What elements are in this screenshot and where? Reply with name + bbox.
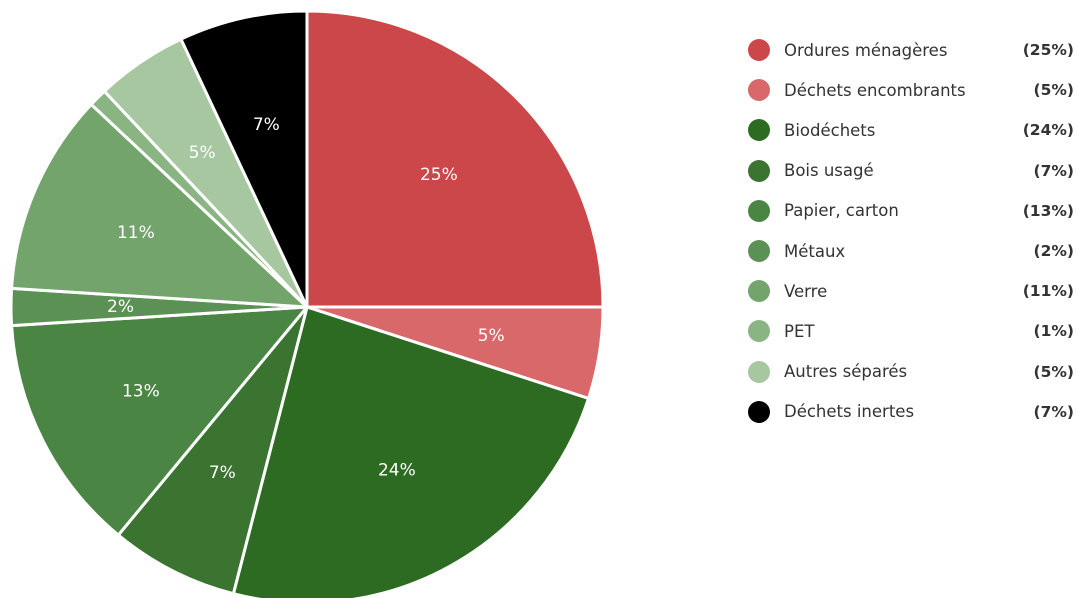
legend-item-dechets-inertes: Déchets inertes (7%) [748, 392, 1078, 432]
pie-slice-papier-carton [10, 305, 309, 537]
legend-label: Déchets encombrants [784, 80, 966, 100]
legend-label: Bois usagé [784, 161, 874, 181]
legend-swatch [748, 320, 770, 343]
pie-slice-dechets-inertes [179, 9, 309, 309]
legend-swatch [748, 39, 770, 62]
legend-percent: (1%) [1033, 322, 1074, 341]
legend-percent: (5%) [1033, 81, 1074, 100]
legend-percent: (7%) [1033, 161, 1074, 180]
legend-swatch [748, 400, 770, 423]
legend-item-metaux: Métaux (2%) [748, 231, 1078, 271]
legend-label: Métaux [784, 241, 846, 261]
legend-swatch [748, 119, 770, 142]
chart-legend: Ordures ménagères (25%) Déchets encombrant… [748, 30, 1078, 432]
pie-slices [9, 9, 605, 598]
legend-label: Biodéchets [784, 120, 876, 140]
legend-swatch [748, 240, 770, 263]
pie-slice-bois-usage [116, 305, 309, 596]
pie-label-metaux: 2% [107, 297, 134, 317]
pie-labels: 25% 5% 24% 7% 13% 2% 11% 5% 7% [107, 115, 505, 483]
pie-label-bois-usage: 7% [209, 463, 236, 483]
legend-item-ordures-menageres: Ordures ménagères (25%) [748, 30, 1078, 70]
legend-percent: (7%) [1033, 402, 1074, 421]
legend-item-dechets-encombrants: Déchets encombrants (5%) [748, 70, 1078, 110]
pie-chart: 25% 5% 24% 7% 13% 2% 11% 5% 7% [9, 9, 605, 598]
pie-label-autres-separes: 5% [189, 143, 216, 163]
legend-item-pet: PET (1%) [748, 311, 1078, 351]
legend-percent: (24%) [1022, 121, 1074, 140]
pie-label-biodechets: 24% [378, 460, 416, 480]
legend-swatch [748, 159, 770, 182]
legend-item-papier-carton: Papier, carton (13%) [748, 191, 1078, 231]
legend-swatch [748, 280, 770, 303]
pie-slice-verre [10, 102, 309, 309]
pie-label-papier-carton: 13% [122, 382, 160, 402]
legend-label: Déchets inertes [784, 402, 915, 422]
legend-label: PET [784, 321, 815, 341]
legend-item-verre: Verre (11%) [748, 271, 1078, 311]
pie-label-verre: 11% [117, 223, 155, 243]
legend-item-autres-separes: Autres séparés (5%) [748, 352, 1078, 392]
pie-label-ordures-menageres: 25% [420, 165, 458, 185]
legend-swatch [748, 199, 770, 222]
pie-slice-biodechets [231, 305, 591, 598]
pie-label-dechets-inertes: 7% [253, 115, 280, 135]
pie-label-dechets-encombrants: 5% [478, 326, 505, 346]
legend-label: Papier, carton [784, 201, 899, 221]
legend-label: Autres séparés [784, 362, 908, 382]
legend-percent: (11%) [1022, 282, 1074, 301]
legend-percent: (5%) [1033, 362, 1074, 381]
pie-slice-ordures-menageres [305, 9, 605, 309]
legend-swatch [748, 79, 770, 102]
legend-label: Ordures ménagères [784, 40, 948, 60]
legend-percent: (2%) [1033, 242, 1074, 261]
legend-swatch [748, 360, 770, 383]
legend-item-biodechets: Biodéchets (24%) [748, 110, 1078, 150]
legend-label: Verre [784, 281, 828, 301]
legend-item-bois-usage: Bois usagé (7%) [748, 151, 1078, 191]
legend-percent: (25%) [1022, 41, 1074, 60]
legend-percent: (13%) [1022, 201, 1074, 220]
